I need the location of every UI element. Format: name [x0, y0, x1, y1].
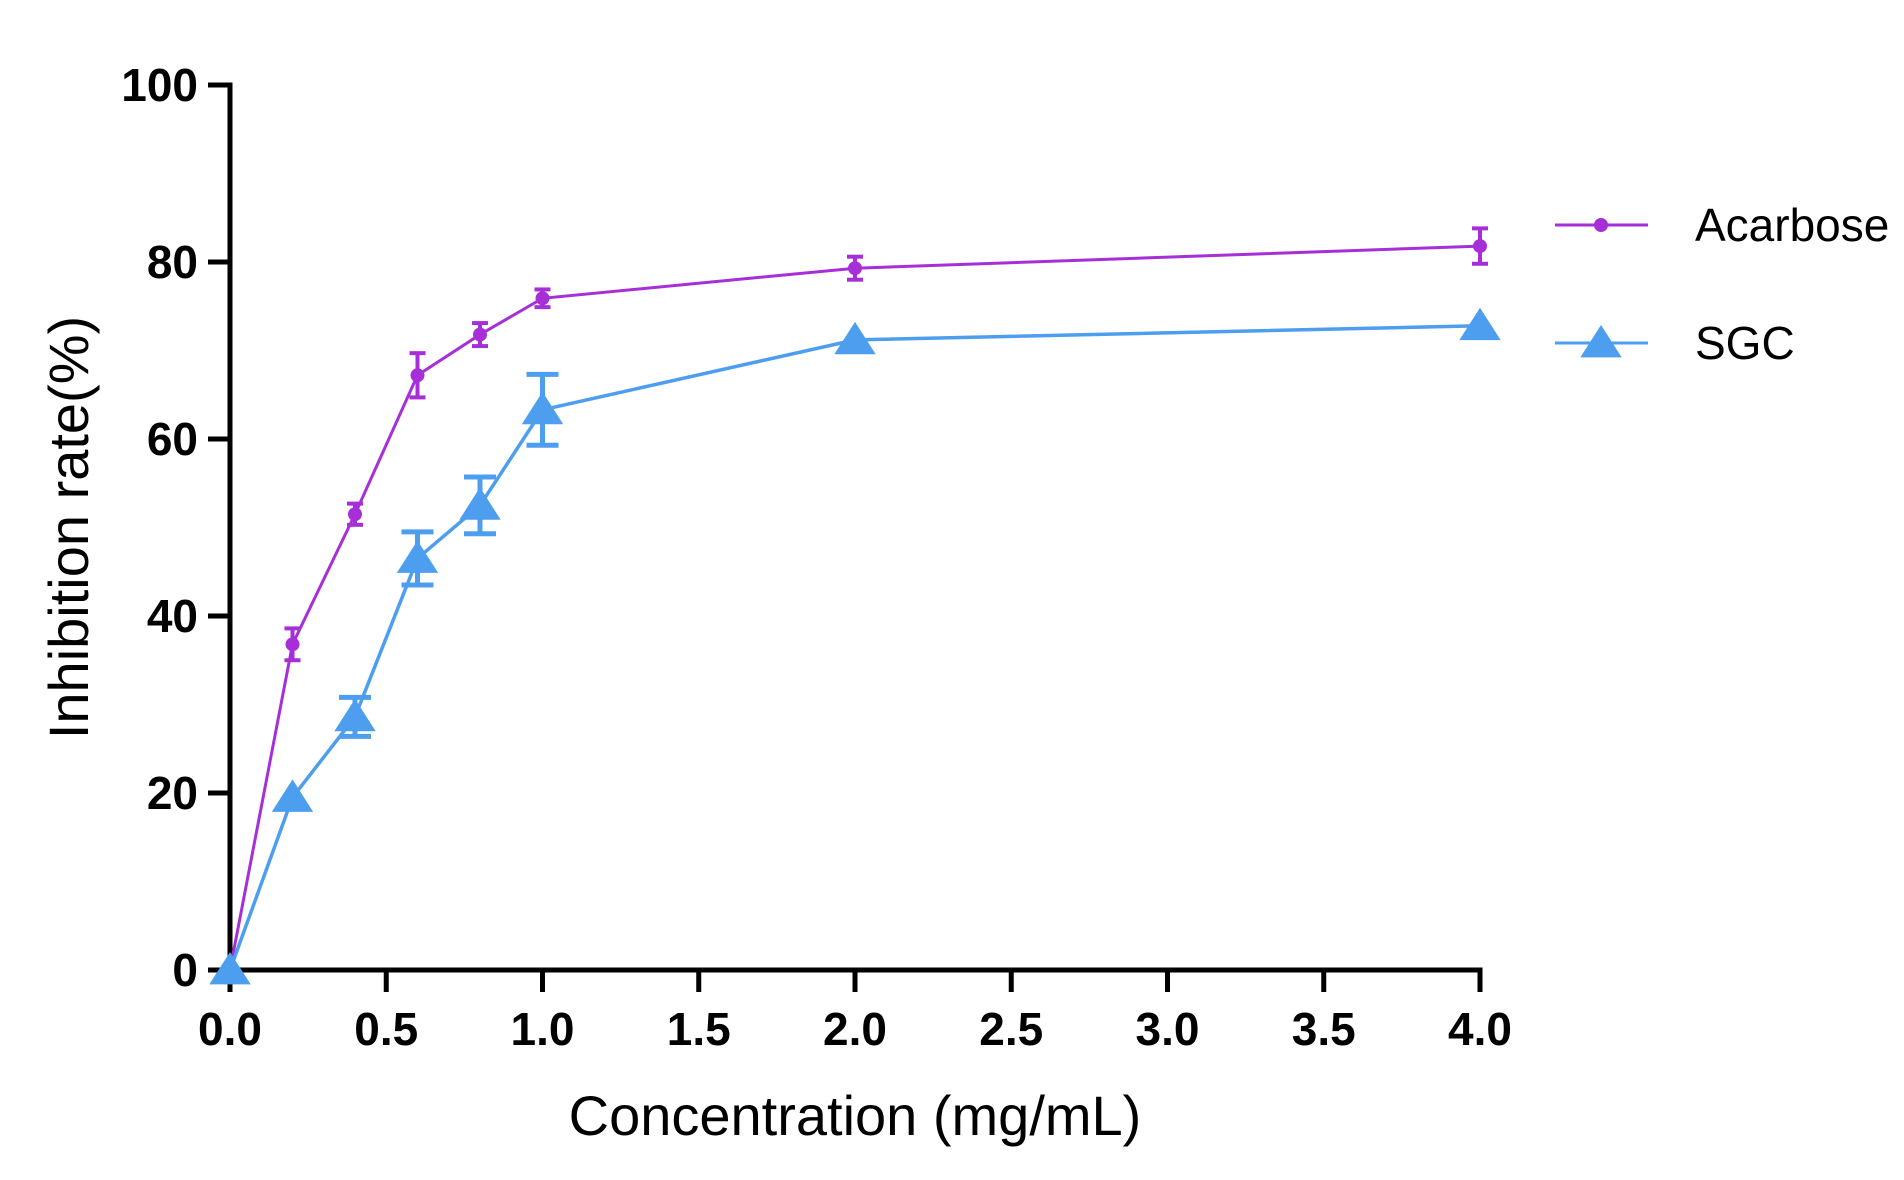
x-tick-label: 1.5 — [667, 1003, 731, 1055]
x-tick-label: 3.0 — [1136, 1003, 1200, 1055]
x-tick-label: 0.0 — [198, 1003, 262, 1055]
data-point — [1473, 239, 1487, 254]
y-tick-label: 100 — [121, 59, 198, 111]
data-point — [271, 779, 314, 812]
x-tick-label: 2.0 — [823, 1003, 887, 1055]
data-point — [334, 698, 376, 732]
legend-item-acarbose: Acarbose — [1555, 199, 1889, 251]
y-tick-label: 40 — [147, 590, 198, 642]
legend-label: Acarbose — [1695, 199, 1889, 251]
series-layer — [209, 226, 1501, 985]
series-line — [228, 323, 1481, 971]
x-tick-label: 0.5 — [354, 1003, 418, 1055]
x-axis-title: Concentration (mg/mL) — [569, 1084, 1142, 1147]
series-acarbose — [223, 226, 1488, 977]
legend: Acarbose SGC — [1555, 199, 1889, 369]
data-point — [396, 540, 439, 573]
y-axis-title: Inhibition rate(%) — [37, 316, 100, 739]
series-sgc — [209, 307, 1501, 985]
plot-area: 0 20 40 60 80 100 0.0 0.5 1.0 1.5 2.0 2.5 3.0 3.5 4.0 — [121, 59, 1512, 1055]
data-point — [473, 327, 487, 342]
data-point — [348, 507, 362, 522]
y-tick-label: 20 — [147, 767, 198, 819]
series-line — [228, 244, 1481, 971]
y-tick-label: 80 — [147, 236, 198, 288]
data-point — [459, 487, 501, 520]
data-point — [1594, 218, 1608, 232]
data-point — [1580, 325, 1622, 358]
x-tick-label: 4.0 — [1448, 1003, 1512, 1055]
x-tick-label: 1.0 — [511, 1003, 575, 1055]
data-point — [834, 321, 876, 355]
data-point — [1459, 307, 1501, 341]
data-point — [285, 637, 300, 652]
data-point — [521, 391, 564, 425]
data-point — [848, 261, 862, 276]
x-axis-ticks: 0.0 0.5 1.0 1.5 2.0 2.5 3.0 3.5 4.0 — [198, 970, 1512, 1055]
x-tick-label: 3.5 — [1292, 1003, 1356, 1055]
data-point — [410, 368, 425, 383]
legend-item-sgc: SGC — [1555, 317, 1795, 369]
y-tick-label: 60 — [147, 413, 198, 465]
x-tick-label: 2.5 — [979, 1003, 1043, 1055]
data-point — [535, 291, 550, 306]
y-tick-label: 0 — [172, 944, 198, 996]
data-point — [209, 952, 251, 985]
y-axis-ticks: 0 20 40 60 80 100 — [121, 59, 230, 996]
legend-label: SGC — [1695, 317, 1795, 369]
